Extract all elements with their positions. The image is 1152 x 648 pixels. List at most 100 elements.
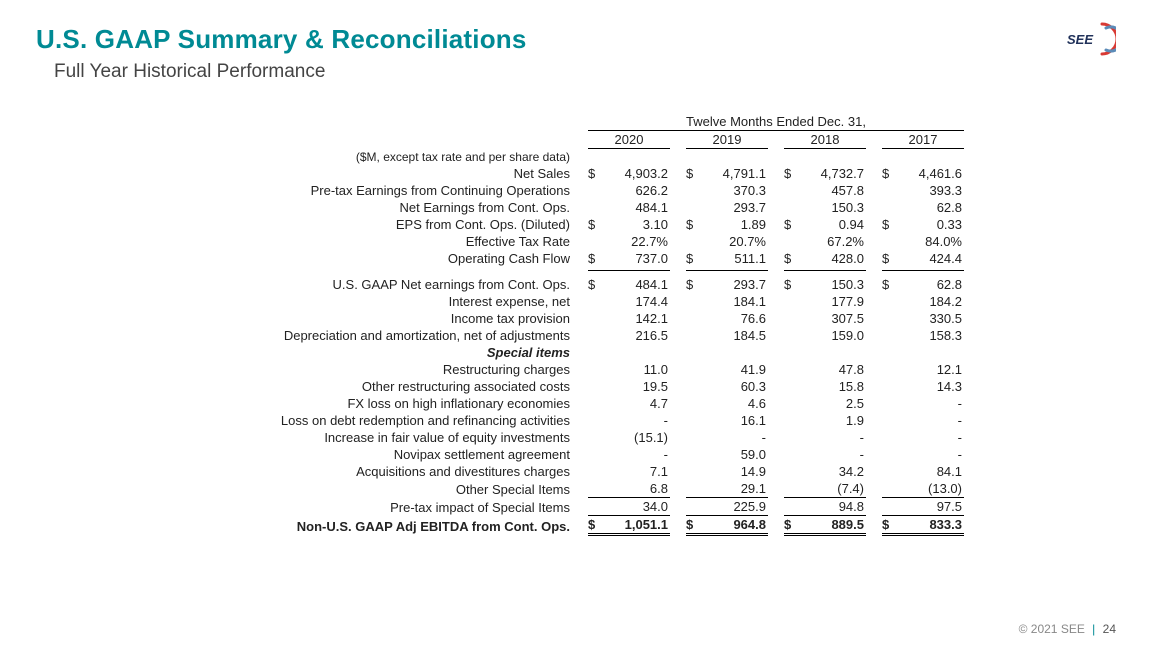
top-4-val-1: 20.7% [704, 233, 768, 250]
sp-label-5: Novipax settlement agreement [188, 446, 588, 463]
mid-0-val-2: 150.3 [802, 271, 866, 294]
top-1-sym-1 [686, 182, 704, 199]
company-logo: SEE [1060, 20, 1116, 63]
pretax-sym-3 [882, 498, 900, 516]
sp-3-sym-3 [882, 412, 900, 429]
sp-4-sym-1 [686, 429, 704, 446]
mid-0-val-3: 62.8 [900, 271, 964, 294]
sp-6-val-1: 14.9 [704, 463, 768, 480]
total-label: Non-U.S. GAAP Adj EBITDA from Cont. Ops. [188, 516, 588, 535]
top-5-val-1: 511.1 [704, 250, 768, 267]
pretax-val-2: 94.8 [802, 498, 866, 516]
page-footer: © 2021 SEE | 24 [1019, 622, 1116, 636]
year-header-2: 2018 [784, 131, 866, 149]
mid-0-sym-2: $ [784, 271, 802, 294]
mid-3-val-0: 216.5 [606, 327, 670, 344]
table-row: Restructuring charges11.041.947.812.1 [188, 361, 964, 378]
sp-7-sym-1 [686, 480, 704, 498]
pretax-sym-2 [784, 498, 802, 516]
sp-2-sym-2 [784, 395, 802, 412]
sp-2-val-0: 4.7 [606, 395, 670, 412]
top-3-val-3: 0.33 [900, 216, 964, 233]
sp-2-val-3: - [900, 395, 964, 412]
page-number: 24 [1103, 622, 1116, 636]
sp-1-val-0: 19.5 [606, 378, 670, 395]
sp-label-4: Increase in fair value of equity investm… [188, 429, 588, 446]
sp-2-sym-3 [882, 395, 900, 412]
top-3-sym-2: $ [784, 216, 802, 233]
mid-1-sym-0 [588, 293, 606, 310]
mid-0-val-0: 484.1 [606, 271, 670, 294]
mid-3-sym-0 [588, 327, 606, 344]
sp-4-sym-3 [882, 429, 900, 446]
top-label-0: Net Sales [188, 165, 588, 182]
mid-label-1: Interest expense, net [188, 293, 588, 310]
sp-6-val-2: 34.2 [802, 463, 866, 480]
table-row: Novipax settlement agreement-59.0-- [188, 446, 964, 463]
top-0-val-3: 4,461.6 [900, 165, 964, 182]
sp-7-val-1: 29.1 [704, 480, 768, 498]
sp-1-sym-3 [882, 378, 900, 395]
top-label-1: Pre-tax Earnings from Continuing Operati… [188, 182, 588, 199]
sp-6-val-3: 84.1 [900, 463, 964, 480]
sp-7-sym-2 [784, 480, 802, 498]
sp-1-sym-2 [784, 378, 802, 395]
total-sym-3: $ [882, 516, 900, 535]
top-label-3: EPS from Cont. Ops. (Diluted) [188, 216, 588, 233]
total-sym-2: $ [784, 516, 802, 535]
top-5-val-3: 424.4 [900, 250, 964, 267]
sp-7-val-0: 6.8 [606, 480, 670, 498]
mid-3-val-3: 158.3 [900, 327, 964, 344]
table-row: EPS from Cont. Ops. (Diluted)$3.10$1.89$… [188, 216, 964, 233]
table-spanner: Twelve Months Ended Dec. 31, [588, 113, 964, 131]
sp-0-val-2: 47.8 [802, 361, 866, 378]
sp-4-val-2: - [802, 429, 866, 446]
sp-label-1: Other restructuring associated costs [188, 378, 588, 395]
sp-label-0: Restructuring charges [188, 361, 588, 378]
top-label-4: Effective Tax Rate [188, 233, 588, 250]
top-0-val-1: 4,791.1 [704, 165, 768, 182]
year-header-3: 2017 [882, 131, 964, 149]
sp-6-val-0: 7.1 [606, 463, 670, 480]
sp-5-val-2: - [802, 446, 866, 463]
sp-1-sym-0 [588, 378, 606, 395]
sp-1-val-2: 15.8 [802, 378, 866, 395]
sp-5-sym-2 [784, 446, 802, 463]
top-1-val-2: 457.8 [802, 182, 866, 199]
table-row: Depreciation and amortization, net of ad… [188, 327, 964, 344]
sp-4-val-3: - [900, 429, 964, 446]
sp-7-sym-3 [882, 480, 900, 498]
table-note: ($M, except tax rate and per share data) [188, 149, 588, 165]
total-val-1: 964.8 [704, 516, 768, 535]
sp-6-sym-3 [882, 463, 900, 480]
sp-2-sym-1 [686, 395, 704, 412]
mid-0-val-1: 293.7 [704, 271, 768, 294]
year-header-1: 2019 [686, 131, 768, 149]
top-2-val-3: 62.8 [900, 199, 964, 216]
sp-7-val-3: (13.0) [900, 480, 964, 498]
sp-1-val-3: 14.3 [900, 378, 964, 395]
top-5-val-0: 737.0 [606, 250, 670, 267]
table-row: U.S. GAAP Net earnings from Cont. Ops.$4… [188, 271, 964, 294]
mid-1-sym-2 [784, 293, 802, 310]
pretax-val-3: 97.5 [900, 498, 964, 516]
top-1-val-3: 393.3 [900, 182, 964, 199]
pretax-val-0: 34.0 [606, 498, 670, 516]
sp-0-sym-3 [882, 361, 900, 378]
table-row: Interest expense, net174.4184.1177.9184.… [188, 293, 964, 310]
top-3-sym-3: $ [882, 216, 900, 233]
pretax-sym-1 [686, 498, 704, 516]
table-total-row: Non-U.S. GAAP Adj EBITDA from Cont. Ops.… [188, 516, 964, 535]
mid-1-val-1: 184.1 [704, 293, 768, 310]
sp-3-val-3: - [900, 412, 964, 429]
financial-table: Twelve Months Ended Dec. 31,202020192018… [188, 113, 964, 536]
pretax-sym-0 [588, 498, 606, 516]
mid-2-sym-1 [686, 310, 704, 327]
sp-7-val-2: (7.4) [802, 480, 866, 498]
mid-3-val-2: 159.0 [802, 327, 866, 344]
table-row: Increase in fair value of equity investm… [188, 429, 964, 446]
sp-3-sym-0 [588, 412, 606, 429]
sp-6-sym-0 [588, 463, 606, 480]
top-1-sym-2 [784, 182, 802, 199]
top-1-sym-3 [882, 182, 900, 199]
